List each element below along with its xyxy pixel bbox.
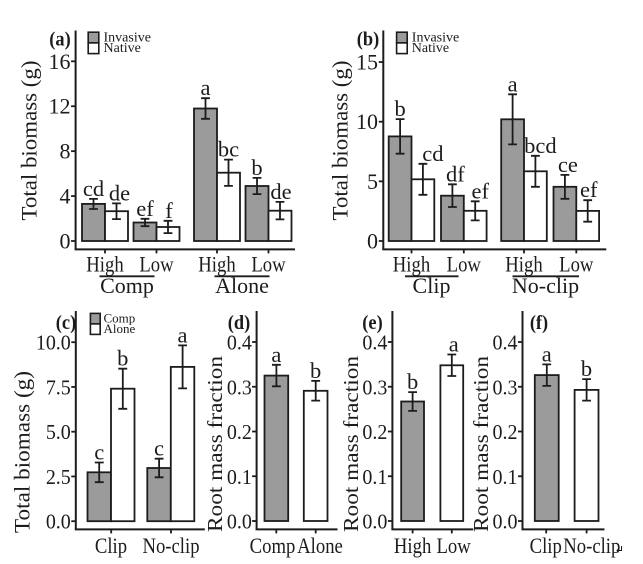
svg-text:15: 15 (356, 50, 378, 75)
svg-text:a: a (201, 75, 211, 100)
svg-text:cd: cd (83, 176, 104, 201)
svg-text:0.2: 0.2 (493, 421, 518, 444)
svg-text:de: de (270, 179, 291, 204)
svg-text:High: High (505, 253, 542, 277)
svg-text:High: High (394, 535, 431, 559)
svg-text:a: a (542, 341, 552, 366)
svg-text:High: High (198, 253, 235, 277)
svg-text:0.0: 0.0 (227, 511, 252, 534)
svg-text:Native: Native (412, 41, 449, 56)
svg-text:Total biomass (g): Total biomass (g) (10, 371, 35, 533)
svg-text:b: b (407, 369, 418, 394)
svg-text:0: 0 (60, 229, 71, 254)
svg-text:(c): (c) (56, 312, 76, 334)
svg-text:Native: Native (104, 41, 141, 56)
svg-text:Low: Low (447, 253, 482, 277)
svg-text:b: b (251, 155, 262, 180)
svg-text:Comp: Comp (100, 273, 154, 298)
svg-text:0.2: 0.2 (227, 421, 252, 444)
svg-text:Total biomass (g): Total biomass (g) (328, 60, 353, 220)
svg-text:Low: Low (139, 253, 174, 277)
svg-text:Invasive: Invasive (104, 30, 151, 45)
svg-text:a: a (449, 332, 459, 357)
svg-text:0.4: 0.4 (227, 332, 253, 355)
svg-text:df: df (446, 161, 465, 186)
svg-text:0.3: 0.3 (362, 377, 387, 400)
svg-text:Comp: Comp (104, 310, 136, 325)
svg-text:b: b (581, 356, 592, 381)
svg-text:ef: ef (136, 196, 154, 221)
svg-text:0.2: 0.2 (362, 421, 387, 444)
svg-text:b: b (394, 96, 405, 121)
svg-text:10: 10 (356, 109, 378, 134)
svg-text:Root mass fraction: Root mass fraction (203, 355, 227, 532)
svg-text:Clip: Clip (413, 273, 451, 298)
svg-text:2.5: 2.5 (46, 466, 71, 489)
svg-text:a: a (508, 71, 518, 96)
svg-text:Low: Low (251, 253, 286, 277)
svg-text:a: a (178, 322, 188, 347)
svg-text:0.0: 0.0 (362, 511, 387, 534)
svg-text:0.3: 0.3 (493, 377, 518, 400)
svg-text:Root mass fraction: Root mass fraction (339, 355, 363, 532)
svg-text:0.4: 0.4 (362, 332, 388, 355)
svg-text:a: a (271, 342, 281, 367)
svg-text:No-clip: No-clip (563, 535, 620, 559)
svg-text:c: c (154, 436, 164, 461)
svg-text:No-clip: No-clip (142, 535, 199, 559)
svg-text:Clip: Clip (530, 535, 562, 559)
svg-text:0.1: 0.1 (493, 466, 518, 489)
svg-text:Clip: Clip (95, 535, 127, 559)
svg-text:Alone: Alone (104, 321, 136, 336)
svg-text:Total biomass (g): Total biomass (g) (17, 60, 42, 220)
svg-text:8: 8 (60, 139, 71, 164)
svg-text:0.4: 0.4 (493, 332, 519, 355)
svg-text:Comp: Comp (250, 535, 296, 559)
svg-text:5: 5 (367, 169, 378, 194)
svg-text:(d): (d) (228, 312, 250, 334)
svg-text:cd: cd (422, 141, 443, 166)
svg-text:Low: Low (436, 535, 471, 559)
svg-text:5.0: 5.0 (46, 422, 71, 445)
svg-text:10.0: 10.0 (36, 332, 71, 355)
svg-text:High: High (393, 253, 430, 277)
svg-text:0.3: 0.3 (227, 377, 252, 400)
svg-text:ce: ce (558, 152, 578, 177)
svg-text:Alone: Alone (297, 535, 343, 559)
svg-text:b: b (310, 358, 321, 383)
svg-text:0.1: 0.1 (227, 466, 252, 489)
svg-text:(f): (f) (530, 312, 548, 334)
svg-text:Low: Low (559, 253, 594, 277)
svg-text:Alone: Alone (215, 273, 269, 298)
svg-text:0: 0 (367, 229, 378, 254)
svg-text:bcd: bcd (524, 133, 557, 158)
svg-text:(a): (a) (49, 29, 70, 51)
svg-text:Root mass fraction: Root mass fraction (469, 355, 493, 532)
svg-text:bc: bc (218, 137, 239, 162)
svg-text:(b): (b) (357, 29, 379, 51)
svg-text:Invasive: Invasive (412, 30, 459, 45)
svg-text:c: c (94, 439, 104, 464)
svg-text:f: f (165, 198, 173, 223)
svg-text:ef: ef (471, 178, 489, 203)
svg-text:b: b (117, 346, 128, 371)
svg-text:ef: ef (580, 177, 598, 202)
svg-text:de: de (109, 180, 130, 205)
svg-text:No-clip: No-clip (512, 273, 579, 298)
svg-text:16: 16 (49, 49, 71, 74)
svg-text:4: 4 (60, 184, 71, 209)
svg-text:High: High (86, 253, 123, 277)
svg-text:12: 12 (49, 94, 71, 119)
svg-text:7.5: 7.5 (46, 377, 71, 400)
svg-text:0.1: 0.1 (362, 466, 387, 489)
svg-text:0.0: 0.0 (493, 511, 518, 534)
svg-text:(e): (e) (362, 312, 382, 334)
svg-text:0.0: 0.0 (46, 511, 71, 534)
